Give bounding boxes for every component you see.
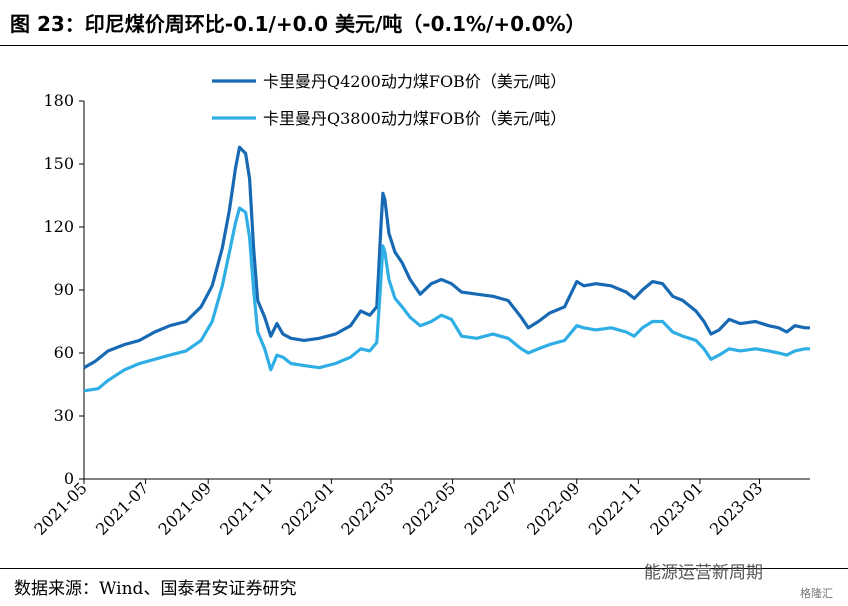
chart-axes xyxy=(79,100,810,484)
legend-label-q3800: 卡里曼丹Q3800动力煤FOB价（美元/吨） xyxy=(263,109,566,128)
x-tick-label: 2022-03 xyxy=(337,478,397,538)
x-tick-label: 2022-01 xyxy=(278,478,338,538)
x-tick-label: 2022-09 xyxy=(523,478,583,538)
y-tick-label: 90 xyxy=(54,280,74,299)
x-tick-label: 2021-11 xyxy=(216,478,276,538)
bottom-rule xyxy=(0,568,848,569)
x-tick-label: 2023-03 xyxy=(706,478,766,538)
y-tick-labels: 0 30 60 90 120 150 180 xyxy=(43,91,74,488)
series-line-q3800 xyxy=(83,206,810,393)
figure-title: 图 23：印尼煤价周环比-0.1/+0.0 美元/吨（-0.1%/+0.0%） xyxy=(10,12,586,36)
x-tick-label: 2021-09 xyxy=(155,478,215,538)
top-rule xyxy=(0,45,848,46)
y-tick-label: 60 xyxy=(54,343,74,362)
x-tick-label: 2022-07 xyxy=(461,478,521,538)
source-note: 数据来源：Wind、国泰君安证券研究 xyxy=(14,579,297,599)
x-tick-label: 2021-07 xyxy=(92,478,152,538)
series-line-q4200 xyxy=(83,145,810,370)
x-tick-label: 2021-05 xyxy=(30,478,90,538)
x-tick-label: 2022-05 xyxy=(399,478,459,538)
y-tick-label: 30 xyxy=(54,406,74,425)
x-tick-label: 2023-01 xyxy=(646,478,706,538)
watermark: 能源运营新周期 xyxy=(644,563,763,583)
legend-label-q4200: 卡里曼丹Q4200动力煤FOB价（美元/吨） xyxy=(263,72,566,91)
series-lines xyxy=(83,145,810,393)
x-tick-labels: 2021-05 2021-07 2021-09 2021-11 2022-01 2022-… xyxy=(30,478,766,538)
y-tick-label: 120 xyxy=(43,217,74,236)
x-tick-label: 2022-11 xyxy=(585,478,645,538)
y-tick-label: 150 xyxy=(43,154,74,173)
watermark-small: 格隆汇 xyxy=(800,587,833,600)
legend: 卡里曼丹Q4200动力煤FOB价（美元/吨） 卡里曼丹Q3800动力煤FOB价（美… xyxy=(212,72,566,128)
y-tick-label: 180 xyxy=(43,91,74,110)
y-tick-label: 0 xyxy=(64,469,74,488)
